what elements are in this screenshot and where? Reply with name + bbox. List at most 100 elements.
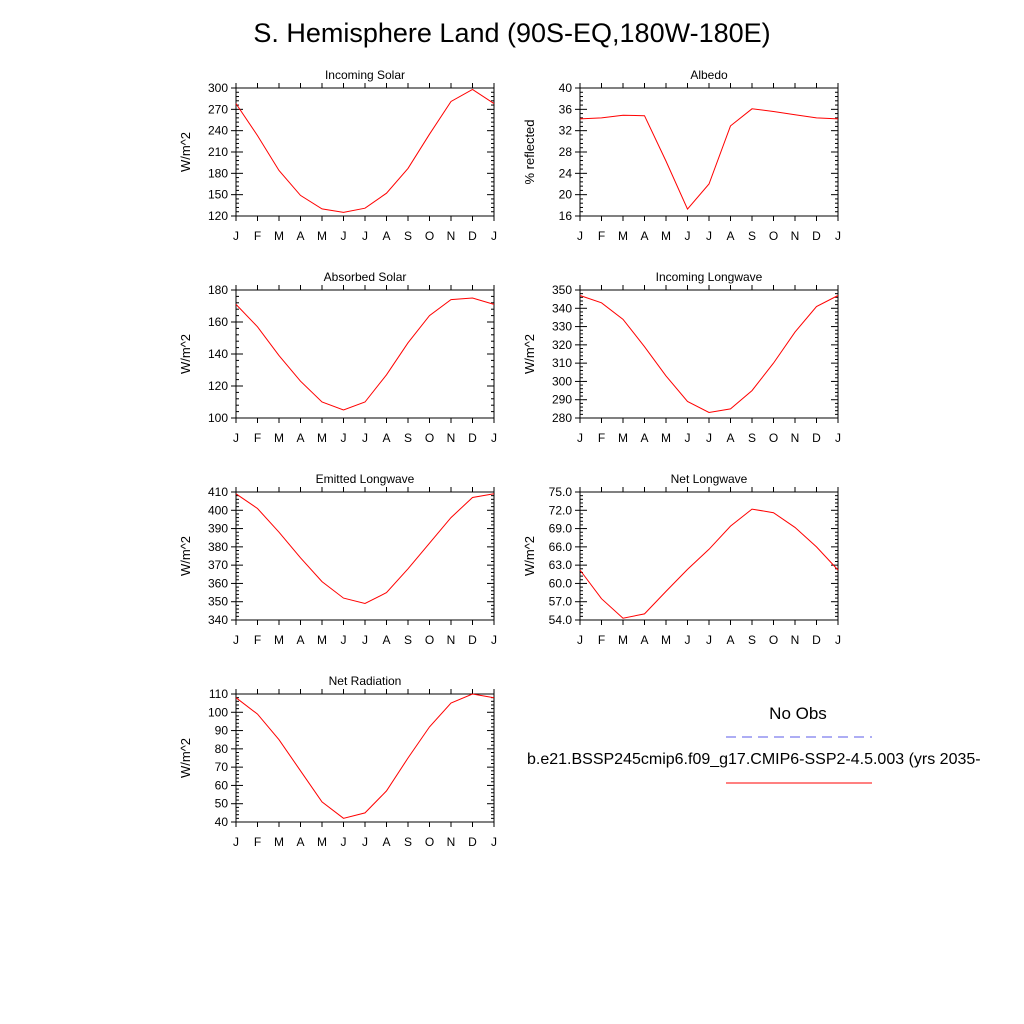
x-tick-label: J <box>341 835 347 849</box>
x-tick-label: D <box>468 229 477 243</box>
x-tick-label: N <box>447 229 456 243</box>
x-tick-label: J <box>362 835 368 849</box>
y-tick-label: 360 <box>208 576 228 590</box>
x-tick-label: M <box>274 229 284 243</box>
x-tick-label: A <box>296 633 304 647</box>
y-tick-label: 280 <box>552 411 572 425</box>
y-tick-label: 72.0 <box>549 503 573 517</box>
x-tick-label: J <box>706 229 712 243</box>
y-axis-label: W/m^2 <box>178 536 193 576</box>
x-tick-label: O <box>425 835 434 849</box>
plot-frame <box>235 491 495 621</box>
x-tick-label: O <box>425 229 434 243</box>
y-tick-label: 270 <box>208 102 228 116</box>
y-tick-label: 69.0 <box>549 522 573 536</box>
series-line <box>235 693 495 819</box>
x-tick-label: N <box>791 229 800 243</box>
y-axis-label: W/m^2 <box>522 334 537 374</box>
x-tick-label: M <box>661 633 671 647</box>
y-tick-label: 350 <box>208 595 228 609</box>
x-tick-label: J <box>491 835 497 849</box>
x-tick-label: A <box>382 229 390 243</box>
y-tick-label: 32 <box>559 124 573 138</box>
series-line <box>579 508 839 619</box>
plot-frame <box>579 87 839 217</box>
x-tick-label: D <box>812 431 821 445</box>
y-tick-label: 16 <box>559 209 573 223</box>
x-tick-label: M <box>317 633 327 647</box>
panel-title: Incoming Longwave <box>656 270 763 284</box>
x-tick-label: A <box>296 229 304 243</box>
y-tick-label: 54.0 <box>549 613 573 627</box>
x-tick-label: D <box>468 835 477 849</box>
y-tick-label: 350 <box>552 283 572 297</box>
y-tick-label: 120 <box>208 209 228 223</box>
x-tick-label: M <box>274 835 284 849</box>
x-tick-label: J <box>491 633 497 647</box>
x-tick-label: J <box>685 431 691 445</box>
y-tick-label: 400 <box>208 503 228 517</box>
y-tick-label: 240 <box>208 124 228 138</box>
x-tick-label: F <box>254 835 261 849</box>
y-tick-label: 180 <box>208 283 228 297</box>
x-tick-label: J <box>341 431 347 445</box>
panel-net-longwave: Net Longwave W/m^2 75.0 72.0 69.0 66.0 63.0 60.… <box>522 472 841 647</box>
x-tick-label: N <box>447 835 456 849</box>
x-tick-label: F <box>598 229 605 243</box>
series-line <box>579 108 839 211</box>
x-tick-label: J <box>706 431 712 445</box>
series-line <box>235 493 495 605</box>
x-tick-label: S <box>748 431 756 445</box>
y-tick-label: 100 <box>208 411 228 425</box>
series-line <box>235 297 495 411</box>
y-axis-label: W/m^2 <box>178 132 193 172</box>
x-tick-label: J <box>341 229 347 243</box>
y-tick-label: 60 <box>215 778 229 792</box>
x-tick-label: A <box>296 431 304 445</box>
x-tick-label: J <box>835 229 841 243</box>
y-tick-label: 330 <box>552 320 572 334</box>
x-tick-label: F <box>254 431 261 445</box>
x-tick-label: D <box>468 431 477 445</box>
y-tick-label: 66.0 <box>549 540 573 554</box>
plot-frame <box>235 289 495 419</box>
x-tick-label: O <box>769 431 778 445</box>
x-tick-label: J <box>362 633 368 647</box>
x-tick-label: J <box>491 431 497 445</box>
y-tick-label: 390 <box>208 522 228 536</box>
x-tick-label: J <box>577 229 583 243</box>
y-axis-label: W/m^2 <box>178 334 193 374</box>
x-tick-label: J <box>577 431 583 445</box>
x-tick-label: M <box>618 229 628 243</box>
x-tick-label: M <box>661 431 671 445</box>
panel-title: Albedo <box>690 68 728 82</box>
x-tick-label: J <box>233 835 239 849</box>
panel-title: Incoming Solar <box>325 68 405 82</box>
x-tick-label: M <box>618 431 628 445</box>
x-tick-label: M <box>274 633 284 647</box>
y-tick-label: 410 <box>208 485 228 499</box>
x-tick-label: S <box>404 633 412 647</box>
y-tick-label: 63.0 <box>549 558 573 572</box>
x-tick-label: J <box>233 431 239 445</box>
x-tick-label: J <box>233 633 239 647</box>
y-tick-label: 120 <box>208 379 228 393</box>
y-tick-label: 80 <box>215 742 229 756</box>
x-tick-label: A <box>640 431 648 445</box>
x-tick-label: N <box>791 633 800 647</box>
x-tick-label: N <box>791 431 800 445</box>
y-tick-label: 110 <box>209 687 228 701</box>
series-line <box>235 88 495 213</box>
x-tick-label: M <box>317 431 327 445</box>
x-tick-label: A <box>640 633 648 647</box>
y-tick-label: 160 <box>208 315 228 329</box>
x-tick-label: S <box>748 633 756 647</box>
x-tick-label: M <box>661 229 671 243</box>
y-tick-label: 310 <box>552 356 572 370</box>
y-tick-label: 320 <box>552 338 572 352</box>
x-tick-label: O <box>769 633 778 647</box>
y-tick-label: 370 <box>208 558 228 572</box>
y-axis-label: W/m^2 <box>178 738 193 778</box>
